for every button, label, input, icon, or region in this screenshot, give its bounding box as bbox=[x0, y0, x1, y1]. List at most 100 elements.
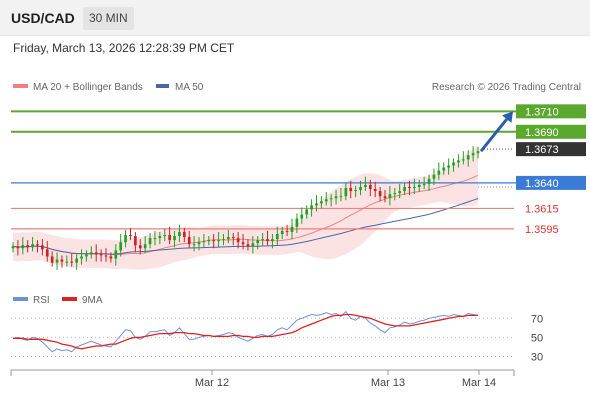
candle bbox=[55, 252, 59, 270]
candle-body bbox=[89, 252, 93, 255]
candle-body bbox=[280, 230, 284, 234]
candle bbox=[222, 234, 225, 246]
candle bbox=[80, 249, 83, 265]
legend-swatch-bollinger bbox=[13, 84, 28, 88]
candle bbox=[231, 232, 235, 246]
candle bbox=[227, 229, 230, 244]
candle-body bbox=[339, 196, 343, 198]
candle bbox=[349, 180, 353, 199]
candle-body bbox=[153, 238, 157, 240]
candle-body bbox=[334, 196, 338, 199]
legend-rsi-ma: 9MA bbox=[82, 295, 103, 306]
level-label: 1.3640 bbox=[525, 178, 559, 190]
candle-body bbox=[11, 246, 15, 249]
candle bbox=[266, 230, 269, 246]
candle-body bbox=[21, 245, 25, 249]
candle-body bbox=[364, 184, 367, 187]
rsi-ma-line bbox=[13, 313, 478, 350]
candle-body bbox=[315, 203, 318, 206]
arrow-shaft bbox=[479, 118, 508, 153]
forecast-arrow bbox=[479, 111, 513, 153]
candle bbox=[427, 174, 431, 192]
candle bbox=[413, 178, 416, 195]
candle bbox=[457, 154, 460, 168]
candle-body bbox=[163, 235, 167, 237]
candle bbox=[217, 231, 220, 248]
candle-body bbox=[329, 198, 333, 200]
candle-body bbox=[143, 244, 147, 249]
legend-swatch-rsi bbox=[13, 297, 28, 301]
candle-body bbox=[310, 205, 313, 210]
candle bbox=[178, 224, 181, 243]
candle bbox=[310, 199, 313, 217]
candle-body bbox=[466, 155, 470, 160]
candle bbox=[60, 255, 64, 268]
candle-body bbox=[31, 244, 34, 248]
candle bbox=[398, 183, 402, 199]
candle bbox=[422, 176, 426, 190]
candle-body bbox=[197, 242, 201, 245]
candle bbox=[329, 194, 333, 207]
candle-body bbox=[471, 153, 475, 156]
candle bbox=[94, 244, 98, 262]
candle-body bbox=[16, 246, 20, 249]
candle bbox=[320, 196, 323, 209]
candle-body bbox=[246, 244, 250, 247]
level-label: 1.3615 bbox=[525, 203, 559, 215]
candle-body bbox=[320, 201, 323, 204]
candle bbox=[334, 190, 338, 205]
level-tag bbox=[516, 124, 586, 139]
level-label: 1.3710 bbox=[525, 106, 559, 118]
legend-bollinger: MA 20 + Bollinger Bands bbox=[33, 82, 143, 93]
candle bbox=[368, 179, 372, 197]
candle-body bbox=[398, 191, 402, 194]
candle bbox=[187, 230, 191, 249]
candle-body bbox=[241, 242, 245, 245]
level-support: 1.3595 bbox=[11, 224, 559, 236]
candle-body bbox=[124, 235, 127, 243]
candle bbox=[466, 150, 470, 167]
candle-body bbox=[388, 194, 392, 199]
candle bbox=[388, 185, 392, 206]
arrow-head bbox=[502, 111, 513, 123]
candle-body bbox=[104, 255, 108, 257]
candle bbox=[246, 239, 250, 251]
bollinger-band bbox=[13, 145, 478, 270]
candle-body bbox=[393, 193, 397, 195]
candle bbox=[354, 185, 357, 198]
candle-body bbox=[236, 238, 240, 243]
candle bbox=[143, 236, 147, 254]
candle-body bbox=[447, 165, 450, 168]
candle bbox=[280, 226, 284, 240]
candle-body bbox=[324, 199, 328, 202]
timeframe-button[interactable]: 30 MIN bbox=[83, 7, 134, 30]
candle bbox=[442, 162, 446, 175]
candle-body bbox=[212, 240, 216, 242]
candle bbox=[31, 237, 34, 252]
candle bbox=[138, 239, 142, 255]
candle bbox=[109, 252, 113, 263]
candle-body bbox=[422, 183, 426, 185]
candle bbox=[461, 151, 465, 165]
legend-rsi: RSI bbox=[33, 295, 50, 306]
candle-body bbox=[207, 240, 211, 242]
candle bbox=[202, 234, 206, 248]
candle bbox=[70, 253, 74, 267]
candle-body bbox=[50, 256, 54, 263]
rsi-tick-label: 70 bbox=[531, 313, 543, 325]
candle-body bbox=[408, 186, 411, 188]
candle bbox=[50, 251, 54, 267]
candle-body bbox=[457, 160, 460, 163]
time-tick-label: Mar 13 bbox=[371, 377, 405, 389]
candle bbox=[119, 234, 123, 257]
candle bbox=[36, 240, 39, 253]
candle-body bbox=[222, 239, 225, 241]
candle-body bbox=[285, 230, 289, 232]
legend-ma50: MA 50 bbox=[175, 82, 204, 93]
rsi-tick-label: 30 bbox=[531, 351, 543, 363]
candle bbox=[393, 188, 397, 201]
candle-body bbox=[227, 237, 230, 240]
level-resistance: 1.3690 bbox=[11, 124, 586, 139]
candle-body bbox=[109, 256, 113, 259]
